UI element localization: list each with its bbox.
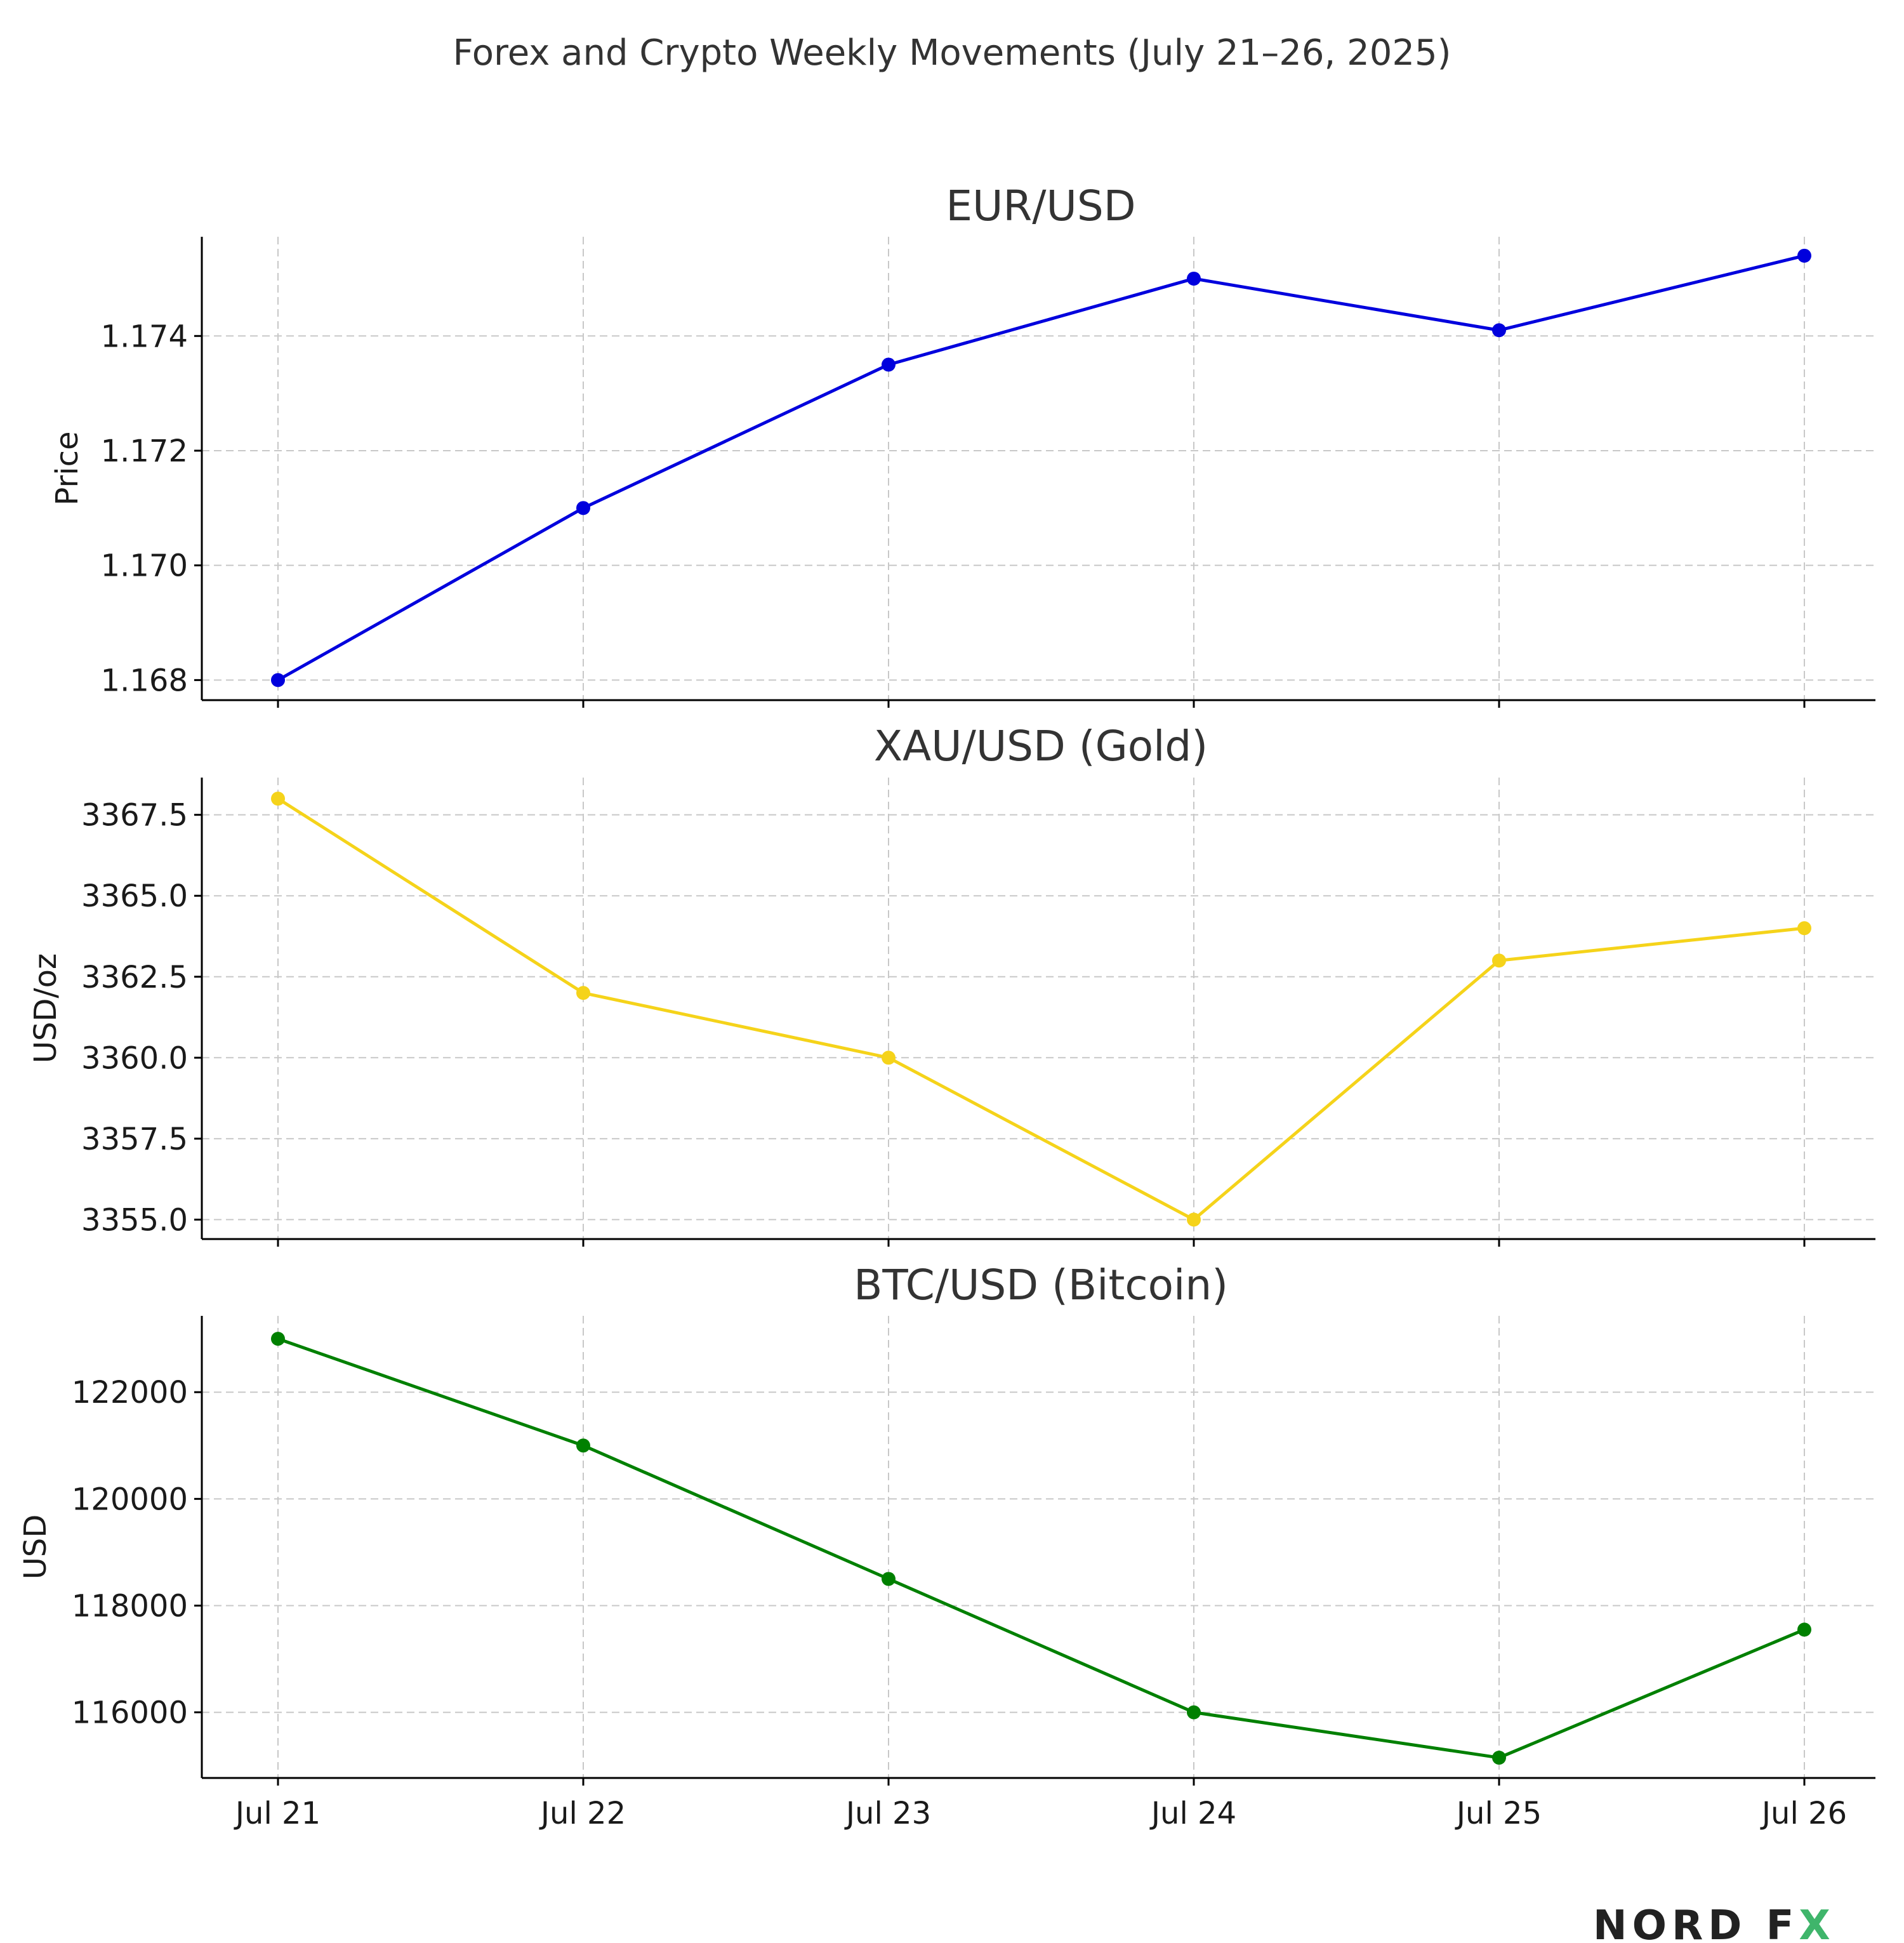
series-line [277,797,1805,1221]
y-tick-label: 1.170 [101,548,188,584]
y-tick-label: 116000 [72,1695,188,1731]
x-tick-label: Jul 24 [1149,1796,1236,1831]
nordfx-logo: NORD FX [1593,1902,1835,1943]
y-tick-label: 3365.0 [81,879,188,914]
y-tick-label: 118000 [72,1588,188,1624]
series-line [277,254,1805,682]
x-tick-label: Jul 22 [539,1796,626,1831]
x-tick-label: Jul 25 [1455,1796,1542,1831]
panel-1: 1.168 1.170 1.172 1.174 EUR/USD Price [50,182,1875,708]
x-tick-label: Jul 21 [234,1796,321,1831]
data-point [271,673,285,687]
data-point [1187,1705,1201,1720]
data-point [271,792,285,806]
data-point [1797,1622,1811,1637]
logo-text: NORD FX [1593,1902,1835,1943]
data-point [882,357,896,372]
y-tick-label: 3360.0 [81,1040,188,1076]
series-line [277,1337,1805,1760]
y-tick-label: 120000 [72,1482,188,1517]
y-tick-label: 3355.0 [81,1202,188,1238]
y-tick-label: 1.168 [101,663,188,698]
data-point [1492,323,1506,338]
data-point [576,1438,590,1453]
data-point [1797,248,1811,263]
panel-2: 3355.0 3357.5 3360.0 3362.5 3365.0 3367.5 XAU/… [28,722,1875,1247]
data-point [1187,271,1201,286]
y-tick-label: 3357.5 [81,1122,188,1157]
data-point [1187,1212,1201,1227]
logo-text-main: NORD F [1593,1902,1799,1943]
data-point [576,501,590,515]
x-tick-label: Jul 26 [1760,1796,1847,1831]
y-tick-label: 3362.5 [81,960,188,995]
y-axis-label: USD/oz [28,953,63,1063]
data-point [271,1332,285,1346]
data-point [1797,921,1811,936]
chart-title: Forex and Crypto Weekly Movements (July … [453,32,1451,74]
logo-text-accent: X [1799,1902,1835,1943]
data-point [576,986,590,1000]
x-tick-label: Jul 23 [844,1796,931,1831]
y-tick-label: 1.174 [101,319,188,354]
panel-3: 116000 118000 120000 122000 BTC/USD (Bitcoin… [18,1261,1875,1831]
data-point [882,1572,896,1586]
panels: 1.1681.1701.1721.174EUR/USDPrice3355.033… [18,182,1875,1831]
panel-title: EUR/USD [946,182,1135,230]
y-tick-label: 3367.5 [81,798,188,833]
y-axis-label: USD [18,1515,53,1580]
panel-title: BTC/USD (Bitcoin) [854,1261,1228,1310]
data-point [1492,1751,1506,1765]
y-tick-label: 122000 [72,1375,188,1410]
panel-title: XAU/USD (Gold) [874,722,1208,771]
y-tick-label: 1.172 [101,434,188,469]
data-point [1492,953,1506,968]
data-point [882,1051,896,1065]
y-axis-label: Price [50,431,85,505]
